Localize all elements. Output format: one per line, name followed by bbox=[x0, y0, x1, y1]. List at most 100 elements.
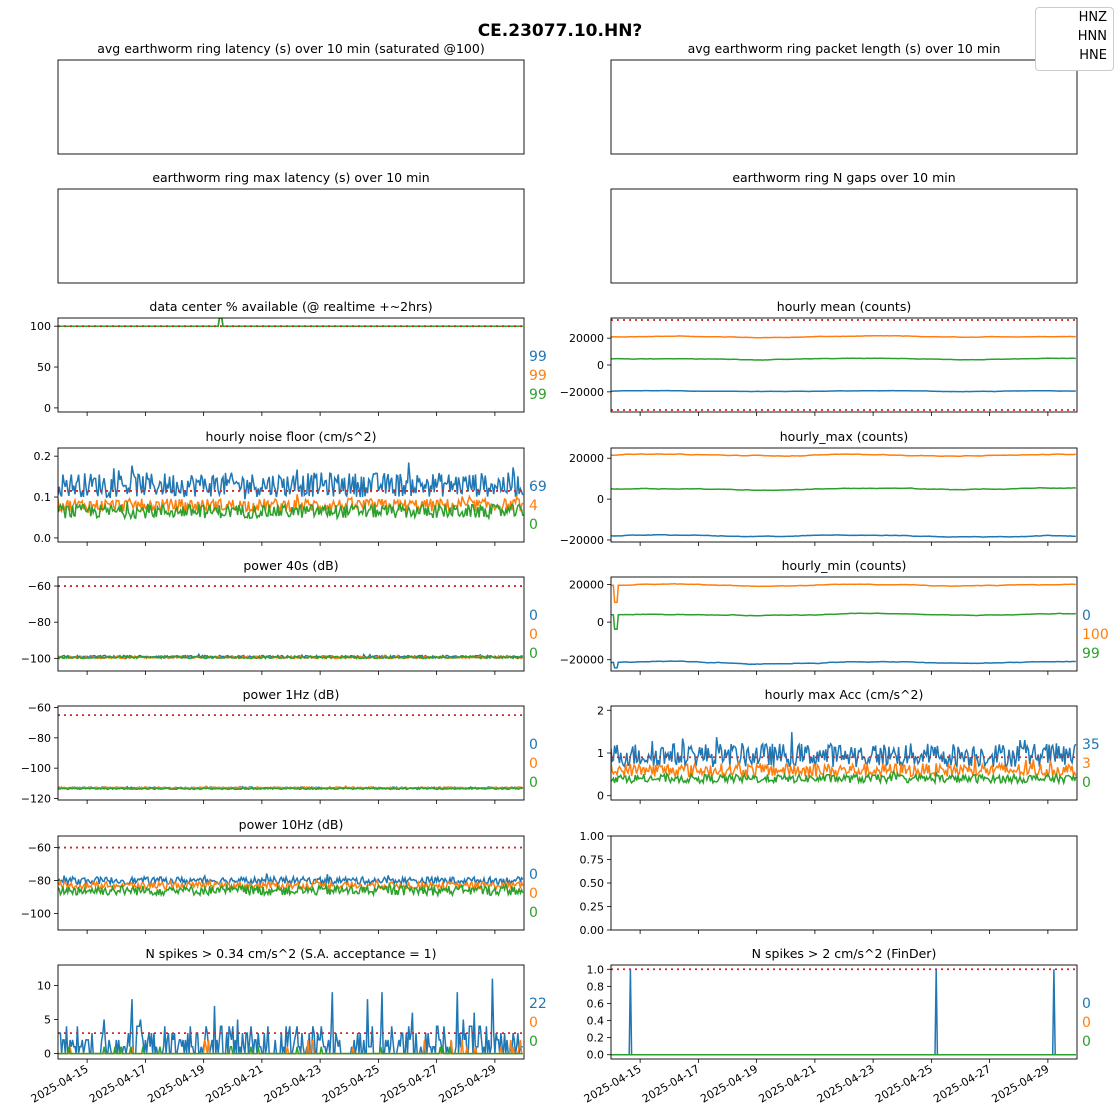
axes-frame bbox=[57, 188, 525, 284]
series-line-hnz bbox=[611, 969, 1076, 1056]
value-label-hnz: 0 bbox=[529, 737, 538, 753]
series-line-hnz bbox=[58, 978, 523, 1055]
series-line-hne bbox=[611, 487, 1076, 492]
series-line-hnz bbox=[58, 318, 523, 327]
legend: HNZ HNN HNE bbox=[1035, 7, 1114, 71]
axes-frame bbox=[57, 59, 525, 155]
y-tick-label: −60 bbox=[28, 580, 51, 593]
y-tick-label: 0 bbox=[44, 402, 51, 415]
value-label-hne: 0 bbox=[1082, 775, 1091, 791]
y-tick-label: 0.2 bbox=[587, 1032, 605, 1045]
series-line-hne bbox=[611, 612, 1076, 630]
value-label-hne: 0 bbox=[529, 1034, 538, 1050]
legend-label-hnn: HNN bbox=[1077, 29, 1107, 44]
axes-frame bbox=[57, 705, 525, 801]
axes-frame bbox=[610, 317, 1078, 413]
value-label-hnz: 0 bbox=[1082, 996, 1091, 1012]
value-label-hne: 99 bbox=[1082, 646, 1100, 662]
panel-hourly_max: hourly_max (counts) −20000 0 20000 bbox=[560, 429, 1078, 547]
series-line-hne bbox=[58, 318, 523, 327]
plot-area bbox=[611, 319, 1077, 411]
y-tick-label: −100 bbox=[21, 762, 51, 775]
panel-title: earthworm ring max latency (s) over 10 m… bbox=[152, 170, 429, 185]
value-label-hnn: 0 bbox=[529, 1015, 538, 1031]
plot-area bbox=[611, 583, 1076, 669]
y-tick-label: 0.75 bbox=[580, 854, 605, 867]
y-tick-label: 0.4 bbox=[587, 1015, 605, 1028]
panel-title: hourly_min (counts) bbox=[782, 558, 907, 573]
y-tick-label: 20000 bbox=[569, 332, 604, 345]
value-label-hne: 0 bbox=[1082, 1034, 1091, 1050]
series-line-hnn bbox=[611, 583, 1076, 604]
y-tick-label: −20000 bbox=[560, 534, 604, 547]
y-tick-label: 0 bbox=[597, 359, 604, 372]
y-tick-label: 0.00 bbox=[580, 924, 605, 937]
x-tick-label: 2025-04-27 bbox=[931, 1062, 993, 1105]
x-tick-label: 2025-04-15 bbox=[582, 1062, 644, 1105]
panel-packet_len: avg earthworm ring packet length (s) ove… bbox=[610, 41, 1078, 155]
panel-spikes_sa: N spikes > 0.34 cm/s^2 (S.A. acceptance … bbox=[29, 946, 547, 1106]
y-tick-label: −120 bbox=[21, 792, 51, 805]
value-label-hnz: 0 bbox=[529, 867, 538, 883]
axes-frame bbox=[610, 59, 1078, 155]
legend-label-hne: HNE bbox=[1079, 48, 1107, 63]
series-line-hnz bbox=[611, 660, 1076, 669]
x-tick-label: 2025-04-23 bbox=[815, 1062, 877, 1105]
series-line-hne bbox=[611, 357, 1076, 361]
plot-area bbox=[58, 585, 524, 660]
panel-title: hourly_max (counts) bbox=[780, 429, 909, 444]
value-label-hne: 99 bbox=[529, 387, 547, 403]
value-label-hnn: 100 bbox=[1082, 627, 1109, 643]
series-line-hne bbox=[58, 653, 524, 660]
y-tick-label: 0 bbox=[597, 616, 604, 629]
y-tick-label: 0.2 bbox=[34, 450, 52, 463]
value-label-hne: 0 bbox=[529, 646, 538, 662]
y-tick-label: −20000 bbox=[560, 654, 604, 667]
plot-area bbox=[58, 462, 524, 521]
series-line-hnz bbox=[58, 873, 524, 887]
axes-frame bbox=[57, 964, 525, 1060]
panel-title: earthworm ring N gaps over 10 min bbox=[732, 170, 955, 185]
y-tick-label: 0.50 bbox=[580, 877, 605, 890]
value-label-hnz: 22 bbox=[529, 996, 547, 1012]
panel-title: hourly noise floor (cm/s^2) bbox=[206, 429, 377, 444]
y-tick-label: 100 bbox=[30, 320, 51, 333]
x-tick-label: 2025-04-25 bbox=[873, 1062, 935, 1105]
axes-frame bbox=[610, 188, 1078, 284]
panel-title: power 1Hz (dB) bbox=[243, 687, 340, 702]
plot-area bbox=[58, 978, 524, 1055]
series-line-hnz bbox=[58, 462, 524, 500]
x-tick-label: 2025-04-25 bbox=[320, 1062, 382, 1105]
y-tick-label: 0.1 bbox=[34, 491, 52, 504]
value-label-hnz: 0 bbox=[1082, 608, 1091, 624]
x-tick-label: 2025-04-19 bbox=[145, 1062, 207, 1105]
value-label-hne: 0 bbox=[529, 517, 538, 533]
series-line-hnn bbox=[58, 494, 524, 514]
y-tick-label: 0.0 bbox=[587, 1049, 605, 1062]
y-tick-label: 0.25 bbox=[580, 901, 605, 914]
legend-label-hnz: HNZ bbox=[1078, 10, 1107, 25]
y-tick-label: −80 bbox=[28, 616, 51, 629]
y-tick-label: 1.00 bbox=[580, 830, 605, 843]
panel-title: avg earthworm ring packet length (s) ove… bbox=[688, 41, 1001, 56]
y-tick-label: 1.0 bbox=[587, 963, 605, 976]
plot-area bbox=[58, 714, 524, 791]
value-label-hnn: 0 bbox=[529, 627, 538, 643]
panel-spikes_finder: N spikes > 2 cm/s^2 (FinDer) 0.0 0.2 0.4 0.6… bbox=[582, 946, 1091, 1106]
panel-title: avg earthworm ring latency (s) over 10 m… bbox=[97, 41, 484, 56]
plot-area bbox=[611, 968, 1077, 1056]
y-tick-label: −100 bbox=[21, 652, 51, 665]
y-tick-label: 10 bbox=[37, 979, 51, 992]
axes-frame bbox=[610, 447, 1078, 543]
value-label-hnn: 3 bbox=[1082, 756, 1091, 772]
y-tick-label: −80 bbox=[28, 732, 51, 745]
panel-availability: data center % available (@ realtime +~2h… bbox=[30, 299, 547, 416]
series-line-hne bbox=[58, 786, 524, 791]
y-tick-label: 50 bbox=[37, 361, 51, 374]
value-label-hnn: 0 bbox=[529, 886, 538, 902]
y-tick-label: 0 bbox=[597, 790, 604, 803]
y-tick-label: −60 bbox=[28, 702, 51, 715]
y-tick-label: 0.8 bbox=[587, 980, 605, 993]
panel-power_10hz: power 10Hz (dB) −100 −80 −60 0 0 0 bbox=[21, 817, 538, 934]
plot-area bbox=[58, 846, 524, 899]
